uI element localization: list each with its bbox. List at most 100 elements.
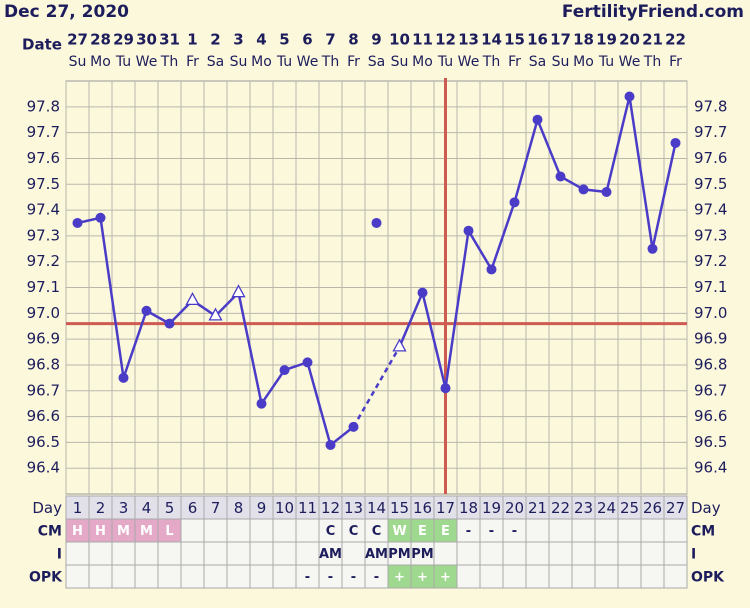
day-value: 26 [643, 499, 662, 517]
weekday-label: Su [69, 54, 87, 70]
date-label: 8 [348, 31, 358, 49]
temperature-marker [95, 212, 106, 223]
day-value: 15 [390, 499, 409, 517]
date-label: 1 [187, 31, 197, 49]
opk-value: - [374, 570, 379, 585]
date-label: 29 [113, 31, 134, 49]
i-cell [295, 541, 320, 566]
x-axis-label: Date [22, 36, 62, 54]
i-cell [594, 541, 619, 566]
weekday-label: Mo [412, 54, 433, 70]
cm-cell [180, 518, 205, 543]
y-tick-label-right: 97.0 [694, 304, 727, 322]
y-tick-label: 97.2 [27, 252, 60, 270]
temperature-marker [670, 137, 681, 148]
cm-value: - [512, 524, 517, 539]
temperature-marker [231, 284, 246, 298]
date-label: 18 [573, 31, 594, 49]
y-tick-label: 97.5 [27, 175, 60, 193]
weekday-label: Mo [573, 54, 594, 70]
y-tick-label-right: 96.8 [694, 355, 727, 373]
date-label: 13 [458, 31, 479, 49]
opk-cell [180, 564, 205, 589]
weekday-label: Su [230, 54, 248, 70]
day-value: 13 [344, 499, 363, 517]
weekday-label: Su [552, 54, 570, 70]
weekday-label: Tu [115, 54, 131, 70]
weekday-label: Su [391, 54, 409, 70]
y-tick-label: 97.6 [27, 149, 60, 167]
i-cell [88, 541, 113, 566]
y-tick-label: 97.3 [27, 226, 60, 244]
day-value: 12 [321, 499, 340, 517]
opk-cell [617, 564, 642, 589]
date-label: 22 [665, 31, 686, 49]
opk-value: + [440, 570, 451, 585]
opk-cell [502, 564, 527, 589]
weekday-label: Fr [669, 54, 682, 70]
cm-cell [272, 518, 297, 543]
opk-value: + [394, 570, 405, 585]
i-cell [571, 541, 596, 566]
opk-value: - [328, 570, 333, 585]
temperature-marker [256, 398, 267, 409]
temperature-marker [624, 91, 635, 102]
temperature-marker [185, 292, 200, 306]
day-value: 7 [211, 499, 221, 517]
day-value: 2 [96, 499, 106, 517]
date-label: 5 [279, 31, 289, 49]
y-tick-label: 97.8 [27, 97, 60, 115]
opk-cell [134, 564, 159, 589]
y-tick-label: 96.7 [27, 381, 60, 399]
cm-cell [640, 518, 665, 543]
y-tick-label-right: 96.4 [694, 459, 727, 477]
opk-cell [594, 564, 619, 589]
y-tick-label-right: 97.1 [694, 278, 727, 296]
cm-value: E [441, 524, 450, 539]
weekday-label: Tu [437, 54, 453, 70]
i-cell [525, 541, 550, 566]
i-value: PM [388, 547, 410, 562]
temperature-marker [486, 264, 497, 275]
cm-value: L [165, 524, 173, 539]
day-value: 22 [551, 499, 570, 517]
opk-value: - [351, 570, 356, 585]
temperature-marker [392, 338, 407, 352]
cm-value: M [140, 524, 153, 539]
temperature-marker [279, 365, 290, 376]
i-cell [548, 541, 573, 566]
y-tick-label: 97.7 [27, 123, 60, 141]
opk-cell [226, 564, 251, 589]
day-value: 8 [234, 499, 244, 517]
weekday-label: We [619, 54, 641, 70]
date-label: 16 [527, 31, 548, 49]
cm-cell [203, 518, 228, 543]
weekday-label: Sa [368, 54, 385, 70]
cm-cell [663, 518, 688, 543]
weekday-label: Sa [207, 54, 224, 70]
i-cell [479, 541, 504, 566]
temperature-marker [118, 372, 129, 383]
i-cell [226, 541, 251, 566]
opk-cell [456, 564, 481, 589]
day-value: 21 [528, 499, 547, 517]
date-label: 14 [481, 31, 502, 49]
opk-cell [525, 564, 550, 589]
cm-value: C [326, 524, 336, 539]
weekday-label: Tu [598, 54, 614, 70]
cm-value: - [489, 524, 494, 539]
day-row-label: Day [32, 499, 62, 517]
temperature-marker [417, 287, 428, 298]
day-value: 24 [597, 499, 616, 517]
date-label: 9 [371, 31, 381, 49]
cm-cell [571, 518, 596, 543]
opk-cell [272, 564, 297, 589]
i-cell [180, 541, 205, 566]
day-value: 18 [459, 499, 478, 517]
day-value: 3 [119, 499, 129, 517]
weekday-label: Th [321, 54, 339, 70]
i-cell [134, 541, 159, 566]
i-cell [157, 541, 182, 566]
date-label: 17 [550, 31, 571, 49]
